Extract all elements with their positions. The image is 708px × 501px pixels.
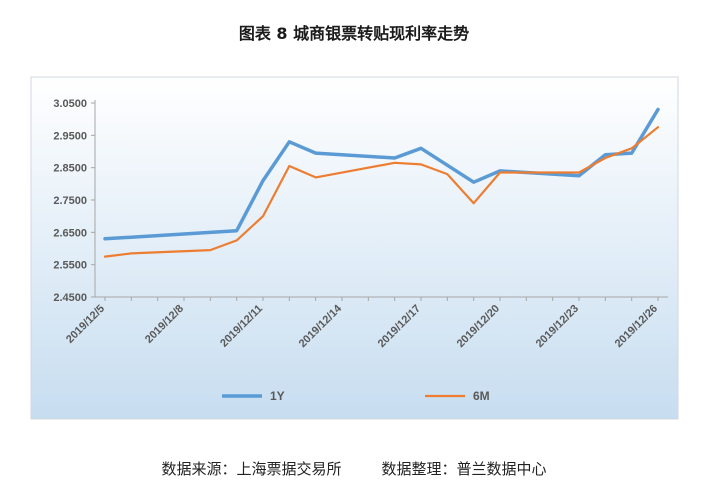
y-tick-label: 2.5500 bbox=[53, 260, 87, 272]
series-line-6M bbox=[103, 126, 660, 258]
legend-label-1Y: 1Y bbox=[270, 389, 285, 403]
y-tick-label: 2.8500 bbox=[53, 163, 87, 175]
data-compiler: 数据整理：普兰数据中心 bbox=[381, 460, 547, 478]
y-tick-label: 3.0500 bbox=[53, 98, 87, 110]
y-tick-label: 2.4500 bbox=[53, 292, 87, 304]
series-line-1Y bbox=[103, 107, 660, 241]
chart-title: 图表 8 城商银票转贴现利率走势 bbox=[238, 24, 470, 43]
data-source: 数据来源：上海票据交易所 bbox=[161, 460, 342, 478]
source-line: 数据来源：上海票据交易所 数据整理：普兰数据中心 bbox=[0, 458, 708, 479]
y-tick-label: 2.9500 bbox=[53, 130, 87, 142]
chart-area bbox=[30, 76, 679, 420]
y-tick-label: 2.7500 bbox=[53, 195, 87, 207]
y-tick-label: 2.6500 bbox=[53, 227, 87, 239]
legend-label-6M: 6M bbox=[473, 389, 490, 403]
legend: 1Y 6M bbox=[222, 389, 490, 403]
